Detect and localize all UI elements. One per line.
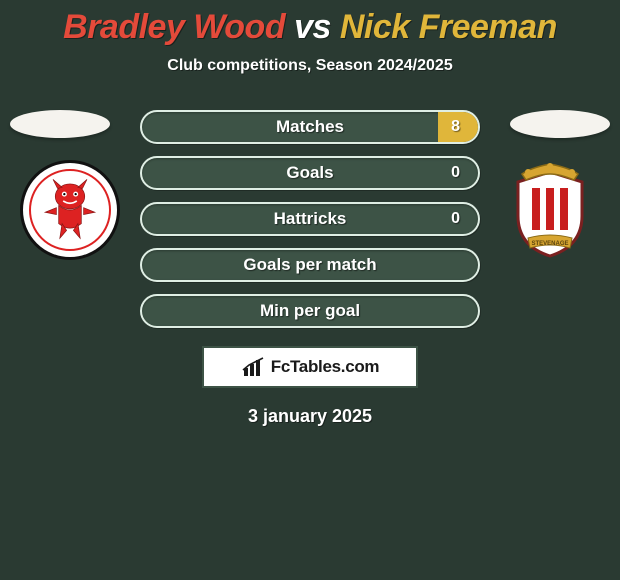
crest-icon: STEVENAGE [500, 160, 600, 260]
stat-bar-goals: Goals 0 [140, 156, 480, 190]
player2-platform [510, 110, 610, 138]
stat-label: Goals [142, 158, 478, 188]
comparison-title: Bradley Wood vs Nick Freeman [0, 0, 620, 47]
stat-value-right: 8 [451, 112, 460, 142]
brand-box: FcTables.com [202, 346, 418, 388]
stat-value-right: 0 [451, 204, 460, 234]
player2-club-badge: STEVENAGE [500, 160, 600, 260]
stat-label: Min per goal [142, 296, 478, 326]
stat-value-right: 0 [451, 158, 460, 188]
stat-bars: Matches 8 Goals 0 Hattricks 0 Goals per … [140, 110, 480, 328]
stat-label: Hattricks [142, 204, 478, 234]
stat-bar-gpm: Goals per match [140, 248, 480, 282]
comparison-content: STEVENAGE Matches 8 Goals 0 Hattricks 0 … [0, 110, 620, 427]
player1-name: Bradley Wood [63, 8, 285, 46]
vs-text: vs [294, 8, 331, 46]
bar-chart-icon [241, 356, 267, 378]
player1-club-badge [20, 160, 120, 260]
stat-bar-matches: Matches 8 [140, 110, 480, 144]
stat-label: Goals per match [142, 250, 478, 280]
stat-label: Matches [142, 112, 478, 142]
stat-bar-hattricks: Hattricks 0 [140, 202, 480, 236]
stat-bar-mpg: Min per goal [140, 294, 480, 328]
svg-text:STEVENAGE: STEVENAGE [531, 241, 568, 247]
subtitle: Club competitions, Season 2024/2025 [0, 57, 620, 75]
player1-platform [10, 110, 110, 138]
player2-name: Nick Freeman [340, 8, 557, 46]
brand-text: FcTables.com [271, 357, 380, 377]
date-text: 3 january 2025 [0, 406, 620, 427]
